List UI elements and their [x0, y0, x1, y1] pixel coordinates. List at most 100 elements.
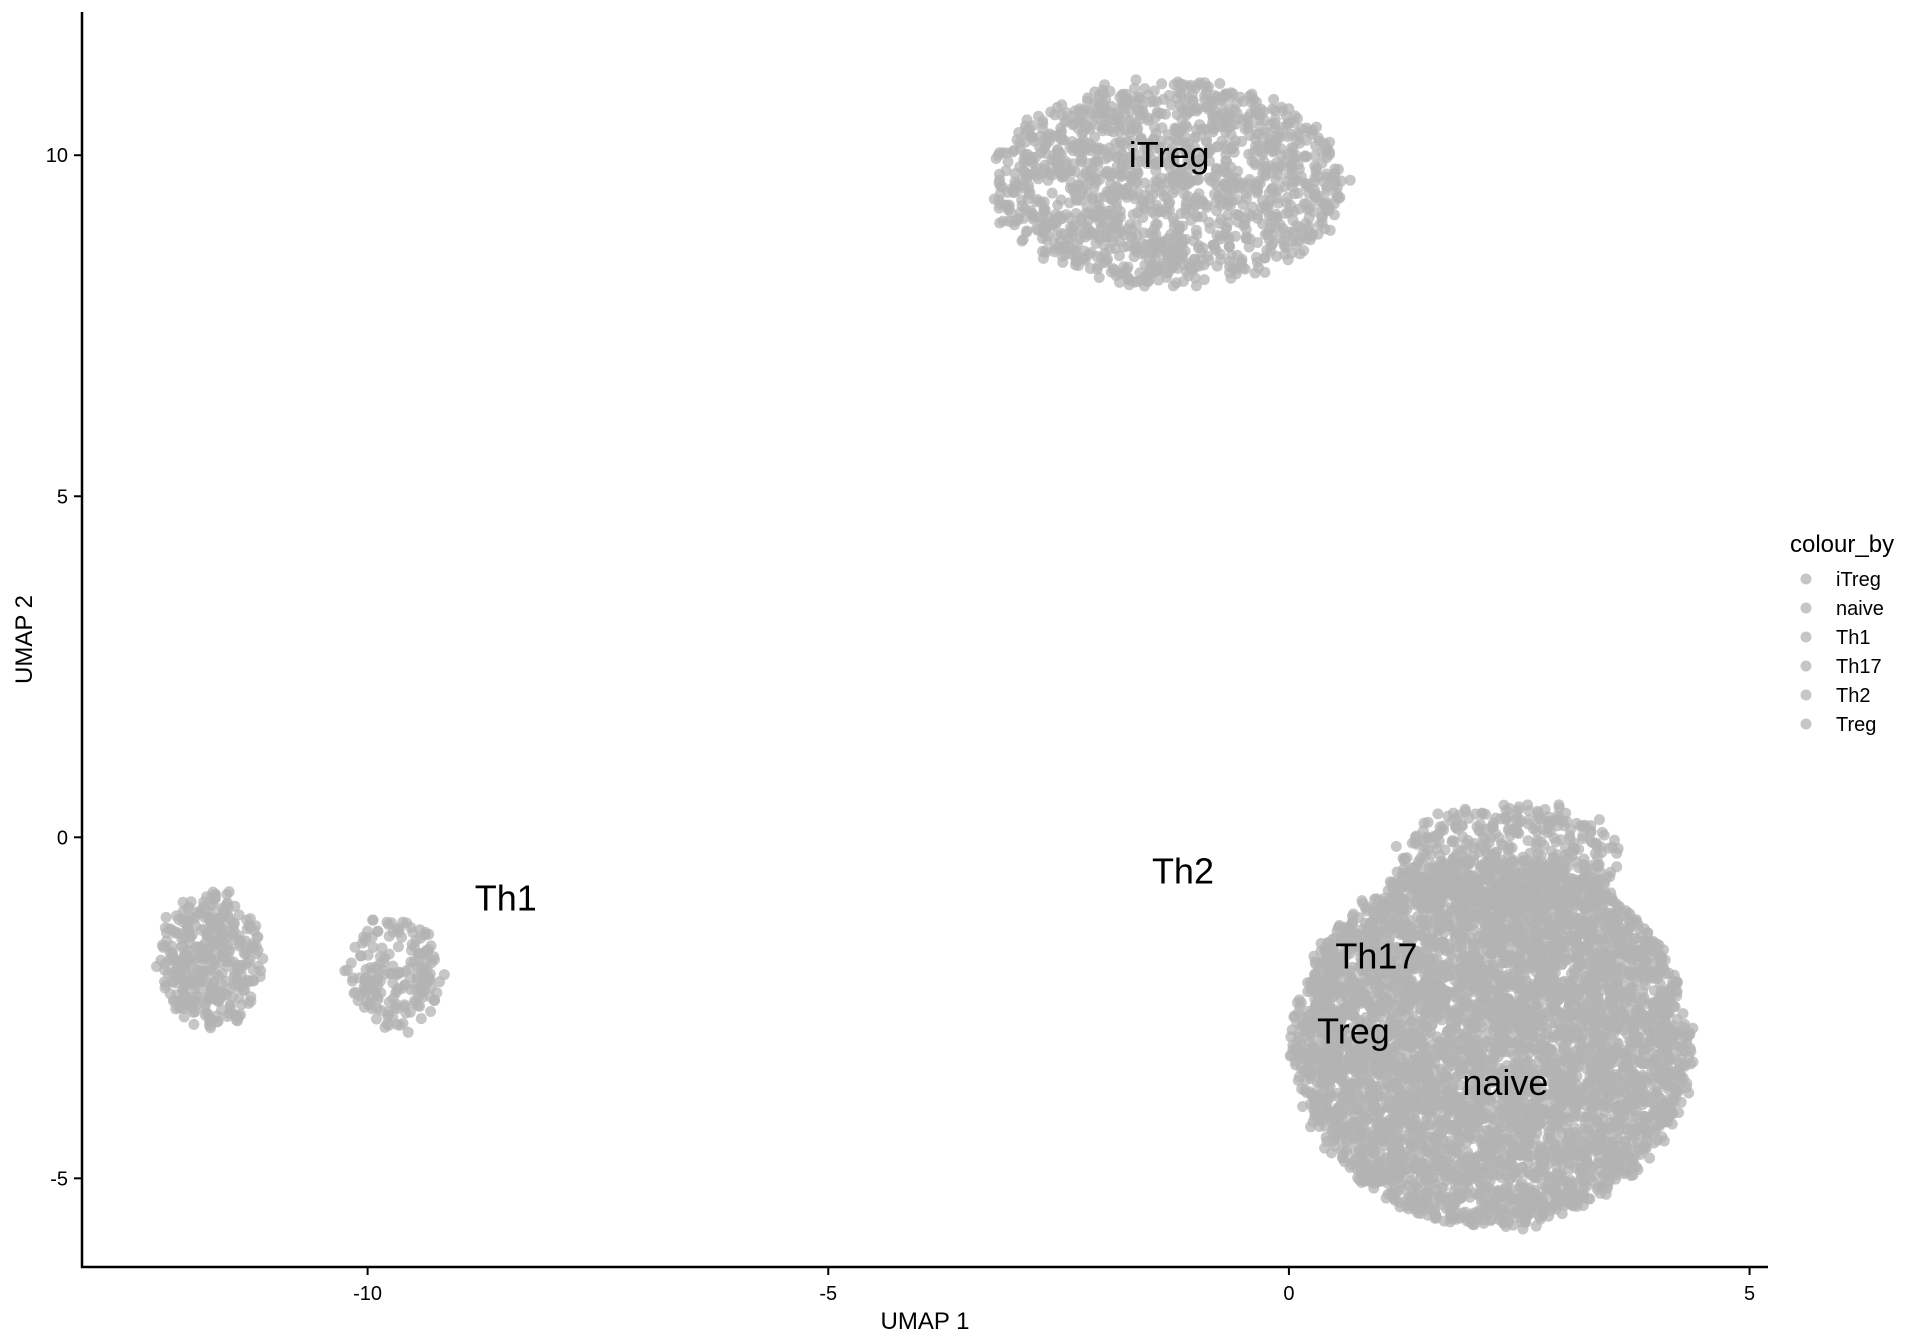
data-point — [1225, 129, 1237, 141]
cluster-points-naive — [1284, 850, 1699, 1235]
data-point — [1220, 143, 1232, 155]
data-point — [199, 923, 211, 935]
data-point — [1198, 274, 1210, 286]
data-point — [1211, 162, 1222, 174]
data-point — [414, 1000, 426, 1012]
data-point — [1023, 188, 1035, 200]
data-point — [205, 1022, 217, 1034]
data-point — [1201, 86, 1213, 98]
data-point — [1208, 98, 1220, 110]
data-point — [1328, 179, 1340, 191]
data-point — [211, 1010, 223, 1022]
data-point — [1115, 211, 1126, 223]
data-point — [1021, 225, 1033, 237]
data-point — [1151, 106, 1163, 118]
data-point — [1118, 99, 1130, 111]
data-point — [1183, 270, 1195, 282]
data-point — [1046, 187, 1058, 199]
data-point — [1273, 126, 1285, 138]
data-point — [1111, 201, 1123, 213]
data-point — [1129, 149, 1141, 160]
data-point — [347, 972, 359, 984]
data-point — [1274, 219, 1286, 230]
data-point — [1214, 78, 1226, 89]
data-point — [387, 1011, 399, 1023]
data-point — [198, 896, 210, 908]
data-point — [1151, 159, 1163, 171]
data-point — [392, 941, 404, 953]
data-point — [364, 975, 376, 987]
data-point — [1170, 133, 1182, 145]
data-point — [1009, 168, 1021, 180]
data-point — [1323, 202, 1335, 214]
data-point — [1152, 261, 1164, 273]
data-point — [178, 949, 190, 961]
data-point — [375, 1004, 387, 1016]
data-point — [1258, 156, 1270, 168]
data-point — [1268, 93, 1280, 105]
data-point — [248, 940, 260, 952]
data-point — [1303, 212, 1315, 224]
data-point — [1130, 219, 1142, 231]
data-point — [208, 940, 220, 952]
data-point — [1007, 185, 1019, 197]
data-point — [1122, 223, 1133, 235]
data-point — [241, 914, 253, 926]
data-point — [1211, 260, 1223, 272]
data-point — [367, 941, 379, 953]
data-point — [1109, 220, 1121, 232]
data-point — [358, 931, 370, 943]
data-point — [207, 921, 219, 933]
data-point — [1081, 201, 1093, 212]
data-point — [438, 969, 450, 981]
data-point — [1178, 137, 1190, 149]
data-point — [1073, 123, 1084, 135]
data-point — [1045, 168, 1057, 180]
data-point — [1039, 221, 1051, 233]
data-point — [1275, 149, 1287, 161]
data-point — [1166, 151, 1178, 163]
data-point — [1171, 228, 1183, 240]
data-point — [997, 215, 1009, 227]
data-point — [1130, 74, 1142, 86]
data-point — [1090, 177, 1102, 189]
data-point — [1139, 177, 1151, 189]
data-point — [1155, 135, 1167, 147]
data-point — [1299, 1084, 1311, 1096]
data-point — [1259, 229, 1271, 241]
data-point — [203, 932, 214, 944]
data-point — [1123, 116, 1135, 128]
data-point — [1091, 155, 1103, 167]
data-point — [372, 926, 384, 937]
data-point — [188, 1018, 200, 1030]
data-point — [1009, 176, 1021, 188]
data-point — [1319, 138, 1331, 150]
data-point — [369, 961, 381, 973]
data-point — [222, 926, 234, 938]
data-point — [1285, 199, 1296, 211]
data-point — [1316, 157, 1328, 169]
data-point — [1207, 116, 1219, 128]
data-point — [202, 911, 214, 923]
data-point — [1099, 119, 1111, 131]
data-point — [1130, 177, 1142, 189]
data-point — [1191, 131, 1202, 143]
data-point — [394, 1019, 406, 1031]
data-point — [1049, 109, 1061, 121]
data-point — [1251, 128, 1263, 140]
data-point — [156, 939, 168, 951]
data-point — [182, 921, 193, 932]
data-point — [223, 886, 235, 898]
data-point — [1261, 127, 1273, 139]
data-point — [349, 941, 361, 953]
data-point — [1121, 158, 1133, 170]
data-point — [1258, 106, 1270, 118]
data-point — [1292, 187, 1304, 199]
data-point — [1125, 232, 1137, 243]
data-point — [387, 977, 399, 989]
cluster-points-th1 — [339, 914, 450, 1038]
data-point — [1231, 194, 1243, 206]
data-point — [233, 1010, 245, 1022]
data-point — [1055, 122, 1067, 134]
data-point — [1309, 172, 1321, 184]
